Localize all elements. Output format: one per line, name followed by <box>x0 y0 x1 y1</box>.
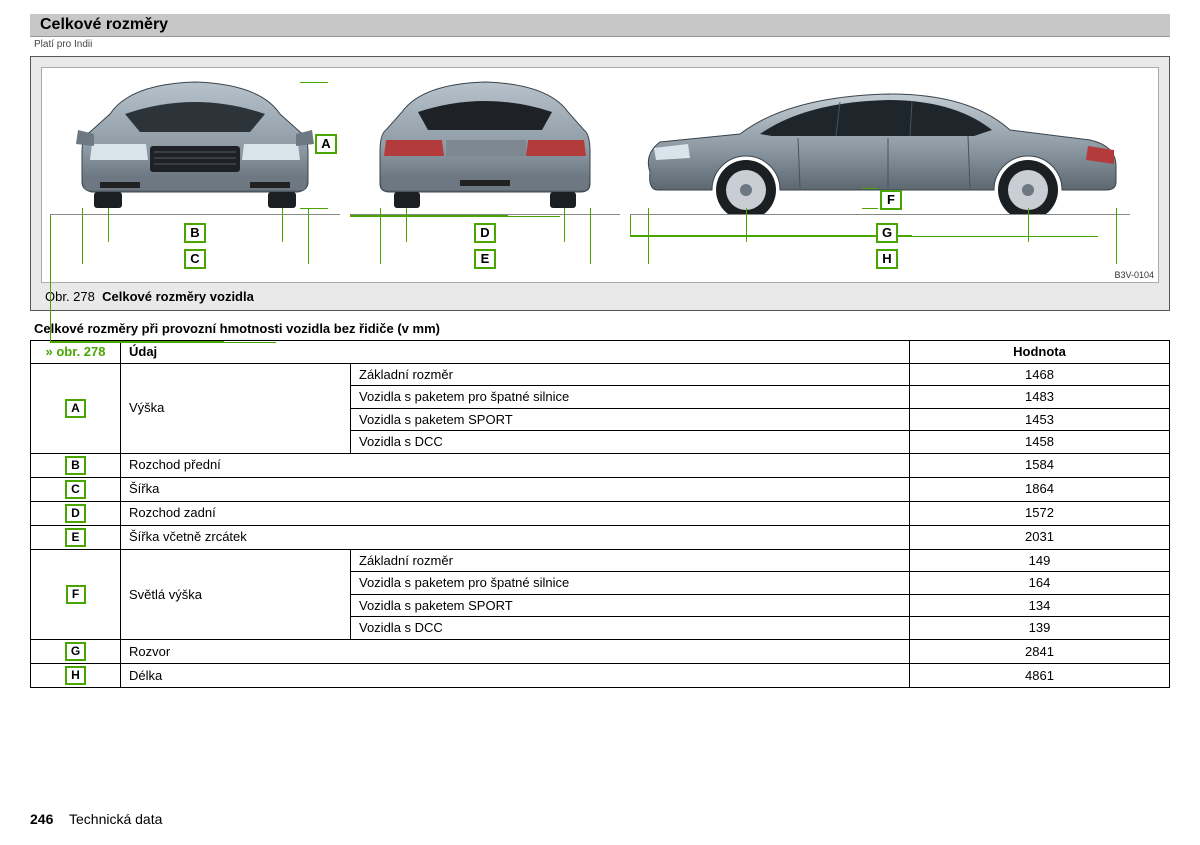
row-sublabel: Základní rozměr <box>351 549 910 572</box>
table-row: C Šířka1864 <box>31 477 1170 501</box>
table-row: FSvětlá výškaZákladní rozměr149 <box>31 549 1170 572</box>
figure-code: B3V-0104 <box>1114 270 1154 280</box>
row-name: Šířka včetně zrcátek <box>121 525 910 549</box>
page-footer: 246 Technická data <box>30 811 162 827</box>
row-name: Šířka <box>121 477 910 501</box>
row-value: 1584 <box>910 453 1170 477</box>
subtitle: Platí pro Indii <box>30 37 1170 56</box>
row-name: Rozchod zadní <box>121 501 910 525</box>
figure-caption-text: Celkové rozměry vozidla <box>102 289 254 304</box>
row-value: 2841 <box>910 639 1170 663</box>
dim-label-D: D <box>474 223 496 243</box>
table-header-row: » obr. 278 Údaj Hodnota <box>31 341 1170 364</box>
row-value: 139 <box>910 617 1170 640</box>
row-sublabel: Vozidla s paketem SPORT <box>351 408 910 431</box>
row-sublabel: Vozidla s paketem SPORT <box>351 594 910 617</box>
figure-caption: Obr. 278 Celkové rozměry vozidla <box>41 283 1159 306</box>
row-sublabel: Vozidla s paketem pro špatné silnice <box>351 572 910 595</box>
dimensions-table: » obr. 278 Údaj Hodnota AVýškaZákladní r… <box>30 340 1170 688</box>
row-name: Výška <box>121 363 351 453</box>
table-row: B Rozchod přední1584 <box>31 453 1170 477</box>
table-header-name: Údaj <box>121 341 910 364</box>
table-row: E Šířka včetně zrcátek2031 <box>31 525 1170 549</box>
row-value: 149 <box>910 549 1170 572</box>
row-sublabel: Základní rozměr <box>351 363 910 386</box>
row-sublabel: Vozidla s DCC <box>351 617 910 640</box>
table-row: D Rozchod zadní1572 <box>31 501 1170 525</box>
row-key: C <box>65 480 86 499</box>
row-name: Světlá výška <box>121 549 351 639</box>
row-key: H <box>65 666 86 685</box>
view-side: F G H <box>630 74 1130 274</box>
row-value: 1468 <box>910 363 1170 386</box>
dim-label-E: E <box>474 249 496 269</box>
view-rear: D E <box>350 74 620 274</box>
vehicle-views: A B C <box>41 67 1159 283</box>
page-number: 246 <box>30 811 53 827</box>
row-value: 2031 <box>910 525 1170 549</box>
row-value: 1483 <box>910 386 1170 409</box>
row-key: G <box>65 642 86 661</box>
table-row: G Rozvor2841 <box>31 639 1170 663</box>
row-key: A <box>65 399 86 418</box>
dim-label-B: B <box>184 223 206 243</box>
row-name: Rozchod přední <box>121 453 910 477</box>
row-key: D <box>65 504 86 523</box>
row-value: 1572 <box>910 501 1170 525</box>
view-front: A B C <box>50 74 340 274</box>
page-title: Celkové rozměry <box>40 16 168 33</box>
dim-label-H: H <box>876 249 898 269</box>
row-value: 164 <box>910 572 1170 595</box>
dim-label-C: C <box>184 249 206 269</box>
footer-section: Technická data <box>69 811 162 827</box>
car-rear-svg <box>350 74 620 214</box>
dim-label-G: G <box>876 223 898 243</box>
figure-caption-prefix: Obr. 278 <box>45 289 95 304</box>
row-name: Rozvor <box>121 639 910 663</box>
row-value: 1453 <box>910 408 1170 431</box>
row-sublabel: Vozidla s paketem pro špatné silnice <box>351 386 910 409</box>
figure-box: A B C <box>30 56 1170 311</box>
table-header-ref: » obr. 278 <box>46 344 106 359</box>
row-value: 4861 <box>910 663 1170 687</box>
row-key: E <box>65 528 85 547</box>
row-value: 1864 <box>910 477 1170 501</box>
row-value: 1458 <box>910 431 1170 454</box>
table-row: AVýškaZákladní rozměr1468 <box>31 363 1170 386</box>
page-title-bar: Celkové rozměry <box>30 14 1170 37</box>
row-value: 134 <box>910 594 1170 617</box>
row-key: F <box>66 585 86 604</box>
dim-label-A: A <box>315 134 337 154</box>
table-header-value: Hodnota <box>910 341 1170 364</box>
table-title: Celkové rozměry při provozní hmotnosti v… <box>30 311 1170 340</box>
table-row: H Délka4861 <box>31 663 1170 687</box>
car-front-svg <box>50 74 340 214</box>
row-sublabel: Vozidla s DCC <box>351 431 910 454</box>
row-key: B <box>65 456 86 475</box>
row-name: Délka <box>121 663 910 687</box>
dim-label-F: F <box>880 190 902 210</box>
